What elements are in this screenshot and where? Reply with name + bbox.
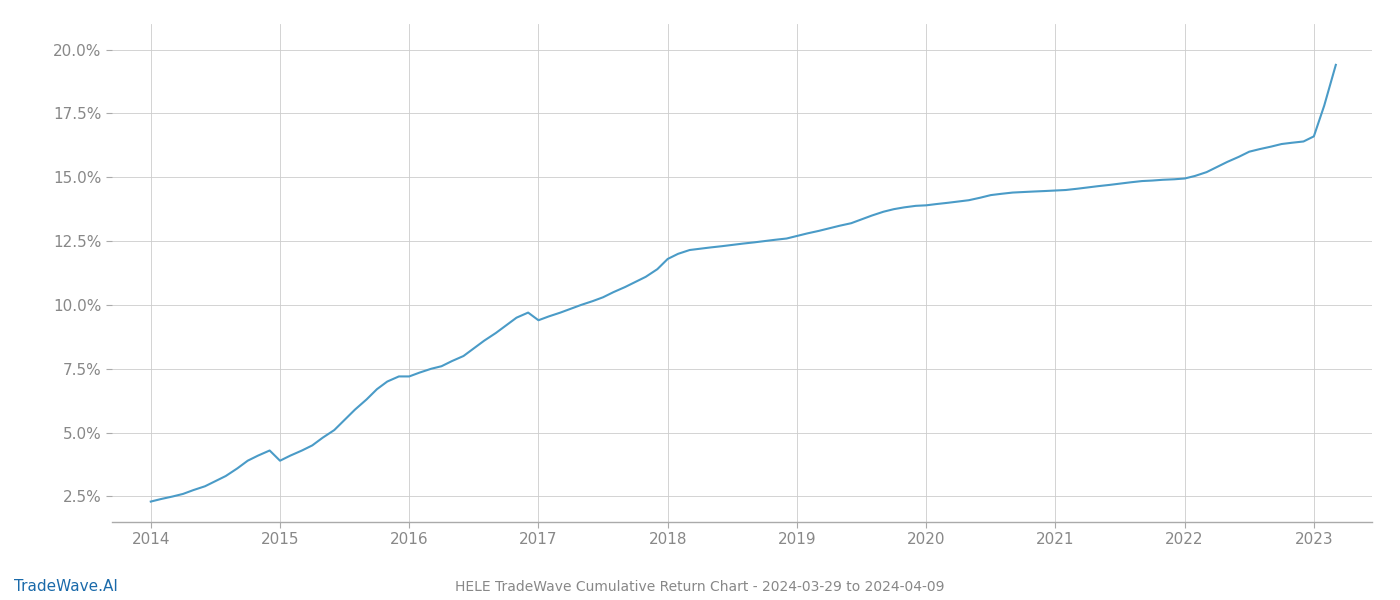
Text: TradeWave.AI: TradeWave.AI bbox=[14, 579, 118, 594]
Text: HELE TradeWave Cumulative Return Chart - 2024-03-29 to 2024-04-09: HELE TradeWave Cumulative Return Chart -… bbox=[455, 580, 945, 594]
